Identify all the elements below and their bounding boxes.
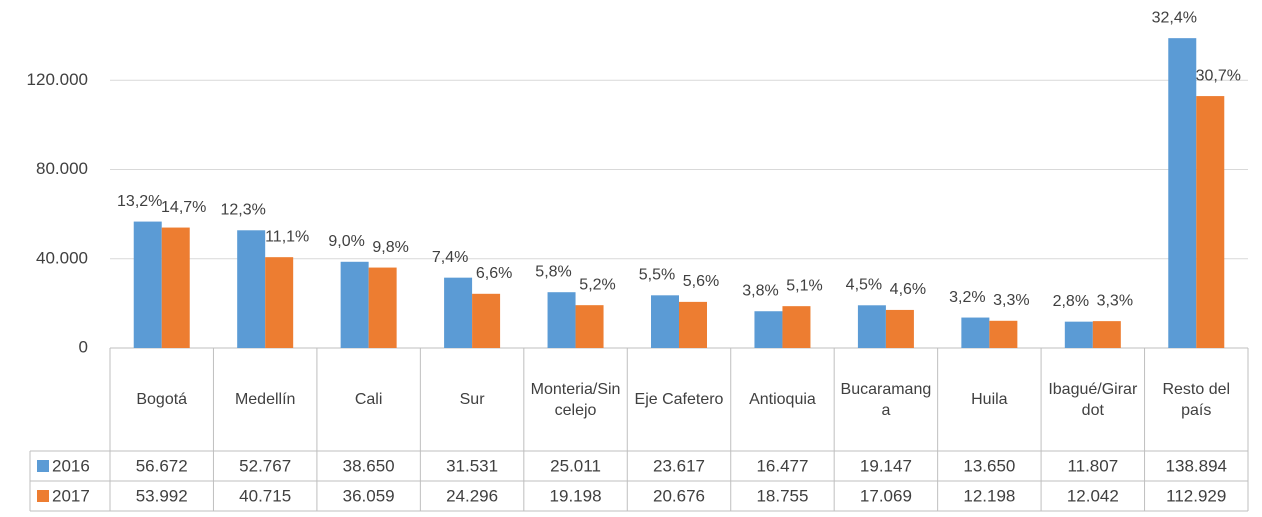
x-tick-label: Bucaramanga bbox=[840, 380, 932, 419]
y-tick-label: 80.000 bbox=[36, 159, 88, 178]
share-label: 4,6% bbox=[890, 281, 926, 298]
legend-swatch bbox=[37, 490, 49, 502]
category-cell: Sur bbox=[459, 391, 485, 408]
x-tick-label: Huila bbox=[971, 391, 1008, 408]
category-cell: Bogotá bbox=[136, 391, 188, 408]
bar bbox=[340, 261, 369, 348]
bar bbox=[1092, 321, 1121, 348]
legend-label: 2017 bbox=[52, 486, 90, 505]
category-cell: Ibagué/Girardot bbox=[1048, 380, 1138, 419]
legend-swatch bbox=[37, 460, 49, 472]
bar bbox=[651, 295, 679, 348]
x-tick-label: Resto del país bbox=[1162, 380, 1231, 419]
share-label: 13,2% bbox=[117, 193, 162, 210]
table-value: 31.531 bbox=[446, 456, 498, 475]
table-value: 23.617 bbox=[653, 456, 705, 475]
category-cell: Cali bbox=[354, 391, 383, 408]
x-tick-label: Cali bbox=[354, 391, 383, 408]
share-label: 5,5% bbox=[639, 267, 675, 284]
category-cell: Monteria/Sincelejo bbox=[530, 380, 621, 419]
share-label: 2,8% bbox=[1053, 293, 1089, 310]
bar bbox=[679, 301, 707, 348]
bar bbox=[444, 277, 473, 348]
category-cell: Medellín bbox=[234, 391, 296, 408]
bar bbox=[575, 305, 604, 348]
x-tick-label: Medellín bbox=[234, 391, 296, 408]
table-value: 36.059 bbox=[343, 486, 395, 505]
share-label: 5,6% bbox=[683, 273, 719, 290]
bar bbox=[1196, 96, 1225, 349]
bar bbox=[1168, 38, 1197, 348]
table-value: 40.715 bbox=[239, 486, 291, 505]
x-tick-label: Bogotá bbox=[136, 391, 188, 408]
bar bbox=[368, 267, 397, 348]
category-cell: Eje Cafetero bbox=[634, 391, 724, 408]
share-label: 3,2% bbox=[949, 289, 985, 306]
share-label: 30,7% bbox=[1196, 67, 1241, 84]
table-value: 13.650 bbox=[963, 456, 1015, 475]
table-value: 19.198 bbox=[550, 486, 602, 505]
bar bbox=[857, 305, 886, 348]
table-value: 20.676 bbox=[653, 486, 705, 505]
bar bbox=[782, 306, 811, 348]
table-value: 24.296 bbox=[446, 486, 498, 505]
x-tick-label: Sur bbox=[459, 391, 485, 408]
table-value: 16.477 bbox=[756, 456, 808, 475]
y-tick-label: 120.000 bbox=[27, 70, 88, 89]
category-cell: Resto del país bbox=[1162, 380, 1231, 419]
table-value: 11.807 bbox=[1067, 456, 1118, 475]
category-cell: Antioquia bbox=[749, 391, 816, 408]
share-label: 5,2% bbox=[579, 276, 615, 293]
table-value: 17.069 bbox=[860, 486, 912, 505]
x-tick-label: Eje Cafetero bbox=[634, 391, 724, 408]
table-value: 12.198 bbox=[963, 486, 1015, 505]
bar bbox=[1064, 321, 1093, 348]
bar bbox=[754, 311, 783, 348]
share-label: 14,7% bbox=[161, 199, 206, 216]
table-value: 52.767 bbox=[239, 456, 291, 475]
share-label: 12,3% bbox=[220, 202, 265, 219]
share-label: 5,8% bbox=[535, 263, 571, 280]
bar bbox=[547, 292, 576, 348]
x-tick-label: Antioquia bbox=[749, 391, 816, 408]
x-tick-label: Monteria/Sincelejo bbox=[530, 380, 621, 419]
table-value: 53.992 bbox=[136, 486, 188, 505]
table-value: 25.011 bbox=[550, 456, 601, 475]
bar bbox=[133, 221, 162, 348]
table-value: 112.929 bbox=[1166, 486, 1226, 505]
share-label: 11,1% bbox=[265, 228, 309, 245]
x-tick-label: Ibagué/Girardot bbox=[1048, 380, 1138, 419]
share-label: 7,4% bbox=[432, 249, 468, 266]
bar bbox=[472, 293, 501, 348]
legend-label: 2016 bbox=[52, 456, 90, 475]
category-cell: Huila bbox=[971, 391, 1008, 408]
table-value: 19.147 bbox=[860, 456, 912, 475]
share-label: 3,3% bbox=[1097, 292, 1133, 309]
table-value: 56.672 bbox=[136, 456, 188, 475]
share-label: 4,5% bbox=[846, 277, 882, 294]
bar bbox=[265, 257, 294, 348]
table-value: 138.894 bbox=[1166, 456, 1227, 475]
bar bbox=[237, 230, 266, 348]
share-label: 9,8% bbox=[372, 239, 408, 256]
category-cell: Bucaramanga bbox=[840, 380, 932, 419]
y-tick-label: 0 bbox=[79, 337, 88, 356]
bar bbox=[961, 317, 990, 348]
share-label: 9,0% bbox=[328, 233, 364, 250]
y-tick-label: 40.000 bbox=[36, 248, 88, 267]
bar bbox=[989, 320, 1018, 348]
table-value: 12.042 bbox=[1067, 486, 1119, 505]
table-value: 18.755 bbox=[756, 486, 808, 505]
share-label: 5,1% bbox=[786, 277, 822, 294]
share-label: 6,6% bbox=[476, 265, 512, 282]
bar bbox=[161, 227, 190, 348]
bar bbox=[885, 309, 914, 348]
table-value: 38.650 bbox=[343, 456, 395, 475]
share-label: 3,3% bbox=[993, 292, 1029, 309]
share-label: 32,4% bbox=[1152, 9, 1197, 26]
share-label: 3,8% bbox=[742, 282, 778, 299]
